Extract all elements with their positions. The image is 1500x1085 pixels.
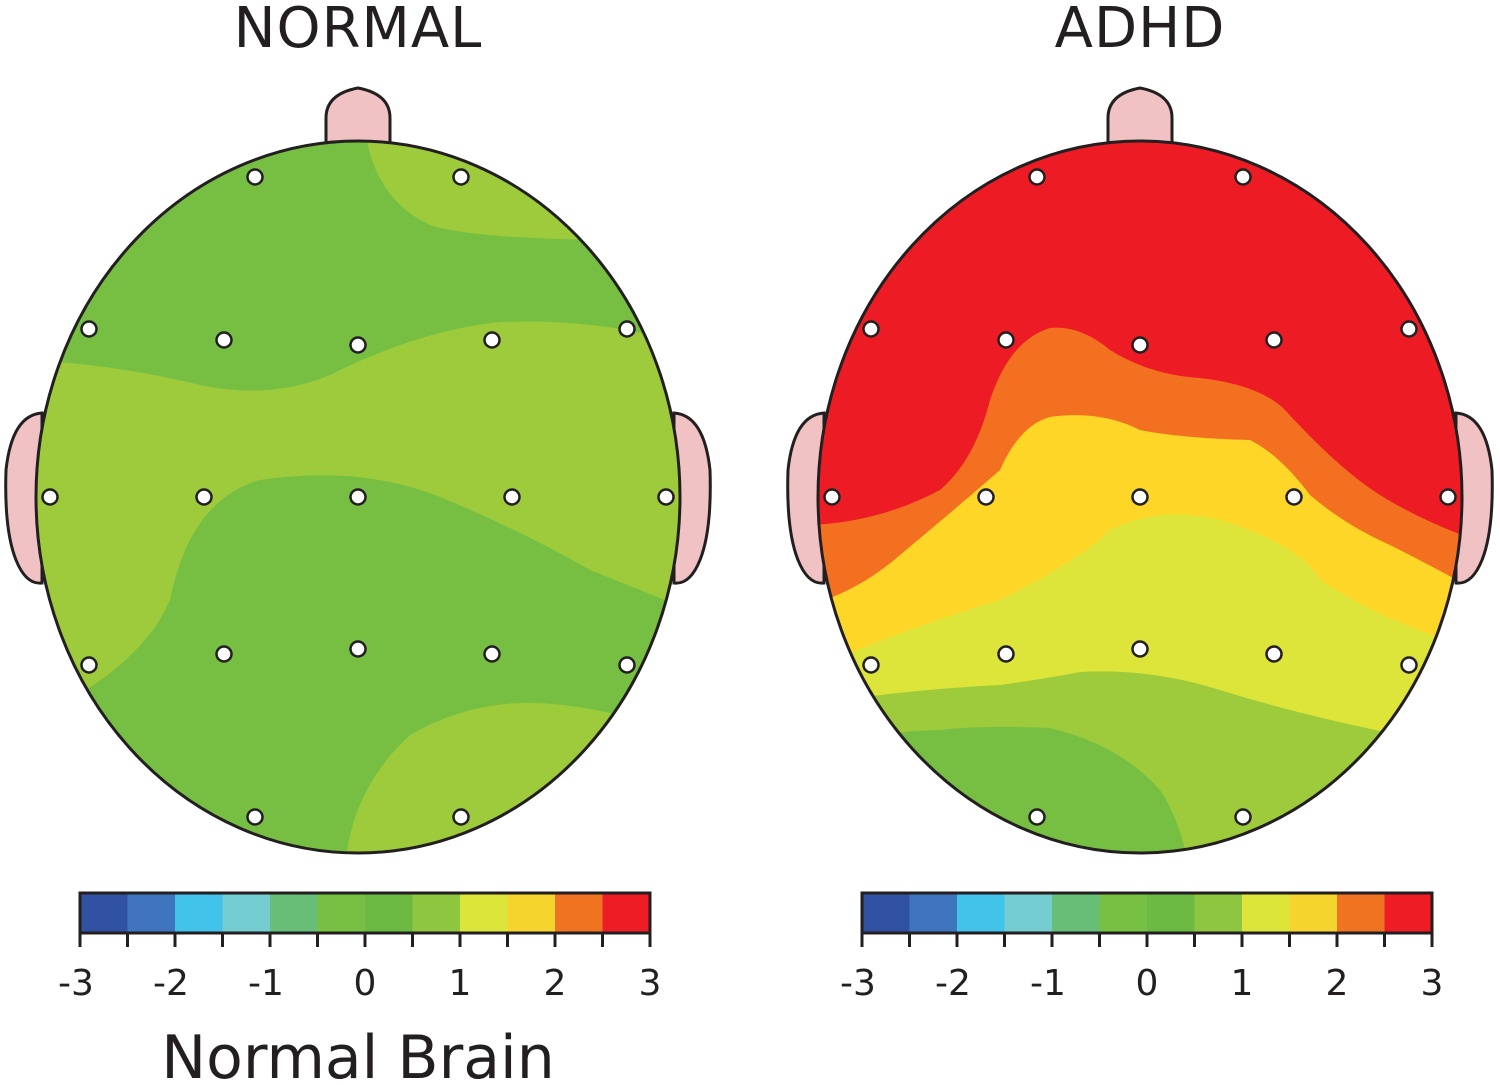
adhd-electrode-marker: [1265, 331, 1283, 349]
normal-head-left-ear: [4, 411, 44, 585]
adhd-head-outline: [816, 139, 1464, 855]
normal-panel: NORMAL: [4, 0, 712, 855]
normal-electrode-marker: [452, 808, 470, 826]
adhd-electrode-marker: [1131, 336, 1149, 354]
adhd-colorbar-swatch: [1099, 893, 1148, 933]
adhd-electrode-marker: [1285, 488, 1303, 506]
adhd-colorbar-swatch: [862, 893, 910, 933]
normal-head-outline: [34, 139, 682, 855]
normal-colorbar-swatch: [270, 893, 318, 933]
adhd-electrode-marker: [1400, 656, 1418, 674]
adhd-colorbar-tick-label: 0: [1136, 963, 1159, 1004]
adhd-electrodes: [823, 168, 1457, 826]
normal-colorbar-tick-label: -3: [58, 963, 94, 1004]
adhd-electrode-marker: [977, 488, 995, 506]
normal-colorbar-swatch: [80, 893, 128, 933]
normal-colorbar-swatch: [602, 893, 651, 933]
normal-colorbar-swatch: [507, 893, 556, 933]
normal-colorbar-tick-label: 0: [354, 963, 377, 1004]
normal-colorbar-swatch: [175, 893, 223, 933]
adhd-colorbar-tick-label: 1: [1231, 963, 1254, 1004]
adhd-electrode-marker: [1028, 168, 1046, 186]
normal-colorbar-swatch: [127, 893, 176, 933]
adhd-colorbar-swatch: [1337, 893, 1385, 933]
normal-colorbar-swatch: [365, 893, 413, 933]
normal-zone-middle-light: [36, 321, 680, 720]
normal-electrode-marker: [483, 331, 501, 349]
adhd-colorbar-swatch: [1052, 893, 1100, 933]
adhd-colorbar-tick-label: 3: [1421, 963, 1444, 1004]
normal-electrode-marker: [349, 640, 367, 658]
adhd-colorbar-swatch: [1289, 893, 1338, 933]
normal-colorbar-tick-label: 2: [544, 963, 567, 1004]
adhd-panel-title: ADHD: [1055, 0, 1226, 61]
adhd-colorbar-tick-label: -1: [1030, 963, 1066, 1004]
normal-electrode-marker: [80, 656, 98, 674]
adhd-head-left-ear: [786, 411, 826, 585]
normal-electrode-marker: [215, 331, 233, 349]
normal-electrode-marker: [483, 645, 501, 663]
adhd-colorbar-swatch: [1194, 893, 1243, 933]
adhd-panel: ADHD: [786, 0, 1494, 855]
normal-electrode-marker: [503, 488, 521, 506]
normal-electrode-marker: [80, 320, 98, 338]
normal-panel-title: NORMAL: [234, 0, 483, 61]
adhd-colorbar-tick-label: -2: [935, 963, 971, 1004]
adhd-colorbar-swatch: [1384, 893, 1433, 933]
normal-colorbar-tick-label: -2: [153, 963, 189, 1004]
adhd-colorbar-swatch: [957, 893, 1005, 933]
adhd-electrode-marker: [1439, 488, 1457, 506]
normal-colorbar-tick-label: 3: [639, 963, 662, 1004]
normal-electrode-marker: [246, 808, 264, 826]
normal-electrode-marker: [657, 488, 675, 506]
adhd-electrode-marker: [1131, 640, 1149, 658]
adhd-electrode-marker: [1265, 645, 1283, 663]
adhd-electrode-marker: [997, 331, 1015, 349]
normal-colorbar-swatch: [412, 893, 461, 933]
adhd-electrode-marker: [1028, 808, 1046, 826]
adhd-head-nose: [1106, 86, 1174, 148]
adhd-electrode-marker: [823, 488, 841, 506]
adhd-electrode-marker: [862, 320, 880, 338]
adhd-electrode-marker: [997, 645, 1015, 663]
adhd-topography-map: [818, 141, 1462, 853]
adhd-colorbar: -3 -2 -1 0 1 2 3: [840, 891, 1444, 1004]
adhd-electrode-marker: [862, 656, 880, 674]
adhd-electrode-marker: [1234, 808, 1252, 826]
normal-electrode-marker: [41, 488, 59, 506]
adhd-colorbar-tick-label: -3: [840, 963, 876, 1004]
normal-electrode-marker: [618, 320, 636, 338]
adhd-colorbar-swatch: [1004, 893, 1053, 933]
normal-electrode-marker: [452, 168, 470, 186]
normal-colorbar: -3 -2 -1 0 1 2 3: [58, 891, 662, 1004]
normal-electrodes: [41, 168, 675, 826]
adhd-head-right-ear: [1454, 411, 1494, 585]
adhd-colorbar-swatch: [909, 893, 958, 933]
adhd-colorbar-swatch: [1242, 893, 1290, 933]
normal-head-nose: [324, 86, 392, 148]
normal-electrode-marker: [349, 488, 367, 506]
normal-electrode-marker: [195, 488, 213, 506]
normal-colorbar-swatch: [222, 893, 271, 933]
normal-colorbar-tick-label: -1: [248, 963, 284, 1004]
normal-colorbar-swatch: [317, 893, 366, 933]
caption-normal-brain: Normal Brain: [161, 1023, 554, 1085]
normal-electrode-marker: [215, 645, 233, 663]
adhd-electrode-marker: [1131, 488, 1149, 506]
adhd-electrode-marker: [1234, 168, 1252, 186]
normal-electrode-marker: [246, 168, 264, 186]
normal-electrode-marker: [618, 656, 636, 674]
normal-electrode-marker: [349, 336, 367, 354]
normal-colorbar-swatch: [460, 893, 508, 933]
normal-head-right-ear: [672, 411, 712, 585]
adhd-electrode-marker: [1400, 320, 1418, 338]
adhd-colorbar-swatch: [1147, 893, 1195, 933]
adhd-colorbar-tick-label: 2: [1326, 963, 1349, 1004]
normal-colorbar-swatch: [555, 893, 603, 933]
normal-colorbar-tick-label: 1: [449, 963, 472, 1004]
